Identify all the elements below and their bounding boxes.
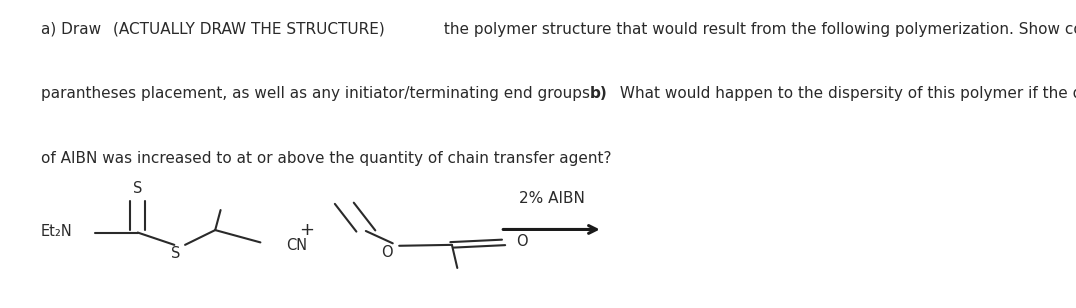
- Text: the polymer structure that would result from the following polymerization. Show : the polymer structure that would result …: [439, 22, 1076, 37]
- Text: a) Draw: a) Draw: [41, 22, 105, 37]
- Text: S: S: [133, 181, 142, 196]
- Text: (ACTUALLY DRAW THE STRUCTURE): (ACTUALLY DRAW THE STRUCTURE): [113, 22, 385, 37]
- Text: S: S: [171, 246, 180, 261]
- Text: What would happen to the dispersity of this polymer if the quantity: What would happen to the dispersity of t…: [615, 86, 1076, 101]
- Text: O: O: [382, 245, 393, 260]
- Text: b): b): [590, 86, 607, 101]
- Text: CN: CN: [286, 238, 308, 253]
- Text: O: O: [516, 234, 528, 249]
- Text: 2% AIBN: 2% AIBN: [519, 191, 584, 206]
- Text: +: +: [299, 221, 314, 239]
- Text: of AIBN was increased to at or above the quantity of chain transfer agent?: of AIBN was increased to at or above the…: [41, 151, 611, 166]
- Text: parantheses placement, as well as any initiator/terminating end groups.: parantheses placement, as well as any in…: [41, 86, 599, 101]
- Text: Et₂N: Et₂N: [41, 224, 73, 238]
